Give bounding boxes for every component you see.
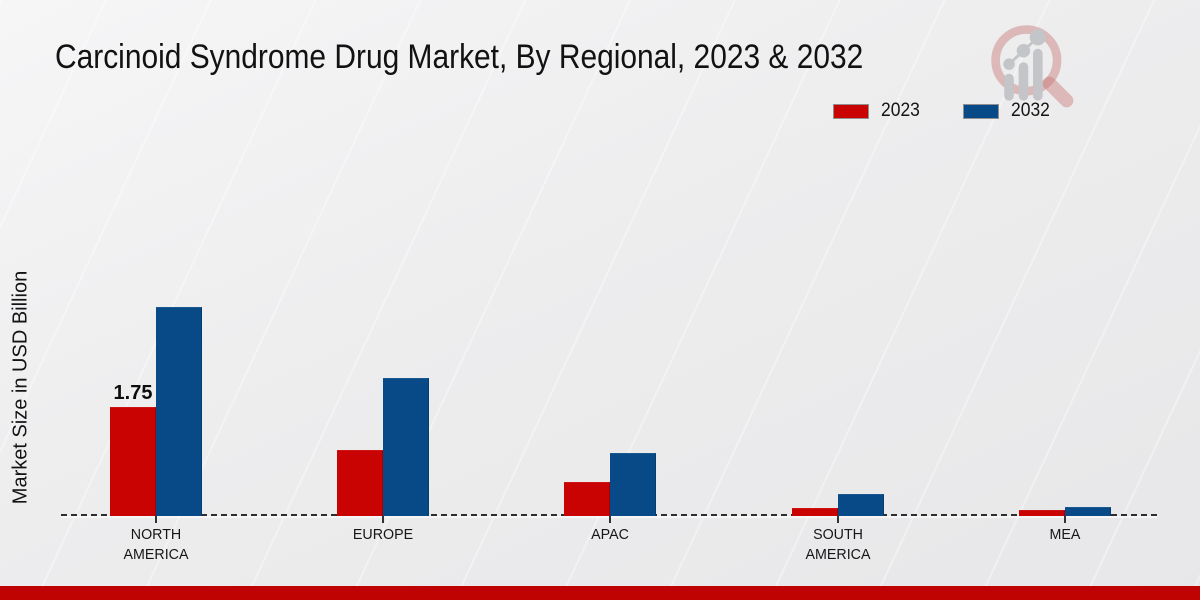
category-label: NORTH AMERICA — [123, 526, 189, 563]
category-label: EUROPE — [352, 526, 414, 543]
bar-2023-apac — [564, 482, 610, 516]
magnifier-bar-chart-logo-icon — [991, 25, 1074, 108]
footer-accent-bar — [0, 586, 1200, 600]
legend-label-2023: 2023 — [881, 100, 920, 121]
legend-label-2032: 2032 — [1011, 100, 1051, 121]
legend-item-2032: 2032 — [963, 100, 1053, 122]
x-axis-tick — [1064, 516, 1066, 523]
bar-group: 1.75 — [46, 0, 266, 516]
x-axis-tick — [155, 516, 157, 523]
bar-group — [955, 0, 1175, 516]
legend: 2023 2032 — [833, 100, 1054, 122]
bar-2032-south-america — [838, 494, 884, 516]
legend-item-2023: 2023 — [833, 100, 923, 122]
bar-2023-europe — [337, 450, 383, 516]
bar-2023-north-america — [110, 406, 156, 516]
bar-2032-north-america — [156, 306, 202, 516]
x-axis-tick — [609, 516, 611, 523]
category-label: APAC — [591, 526, 629, 543]
bar-2032-europe — [383, 378, 429, 516]
bar-group — [728, 0, 948, 516]
chart-title: Carcinoid Syndrome Drug Market, By Regio… — [55, 38, 864, 76]
legend-swatch-2023 — [833, 103, 869, 119]
bar-value-label: 1.75 — [113, 382, 153, 405]
category-label: SOUTH AMERICA — [805, 526, 871, 563]
bar-group — [273, 0, 493, 516]
bar-group — [500, 0, 720, 516]
x-axis-tick — [382, 516, 384, 523]
legend-swatch-2032 — [963, 103, 1000, 119]
bar-2032-mea — [1065, 507, 1111, 516]
bar-2023-south-america — [792, 507, 838, 516]
category-label: MEA — [1049, 526, 1081, 543]
x-axis-tick — [837, 516, 839, 523]
bar-2023-mea — [1019, 509, 1065, 516]
bar-2032-apac — [610, 452, 656, 516]
